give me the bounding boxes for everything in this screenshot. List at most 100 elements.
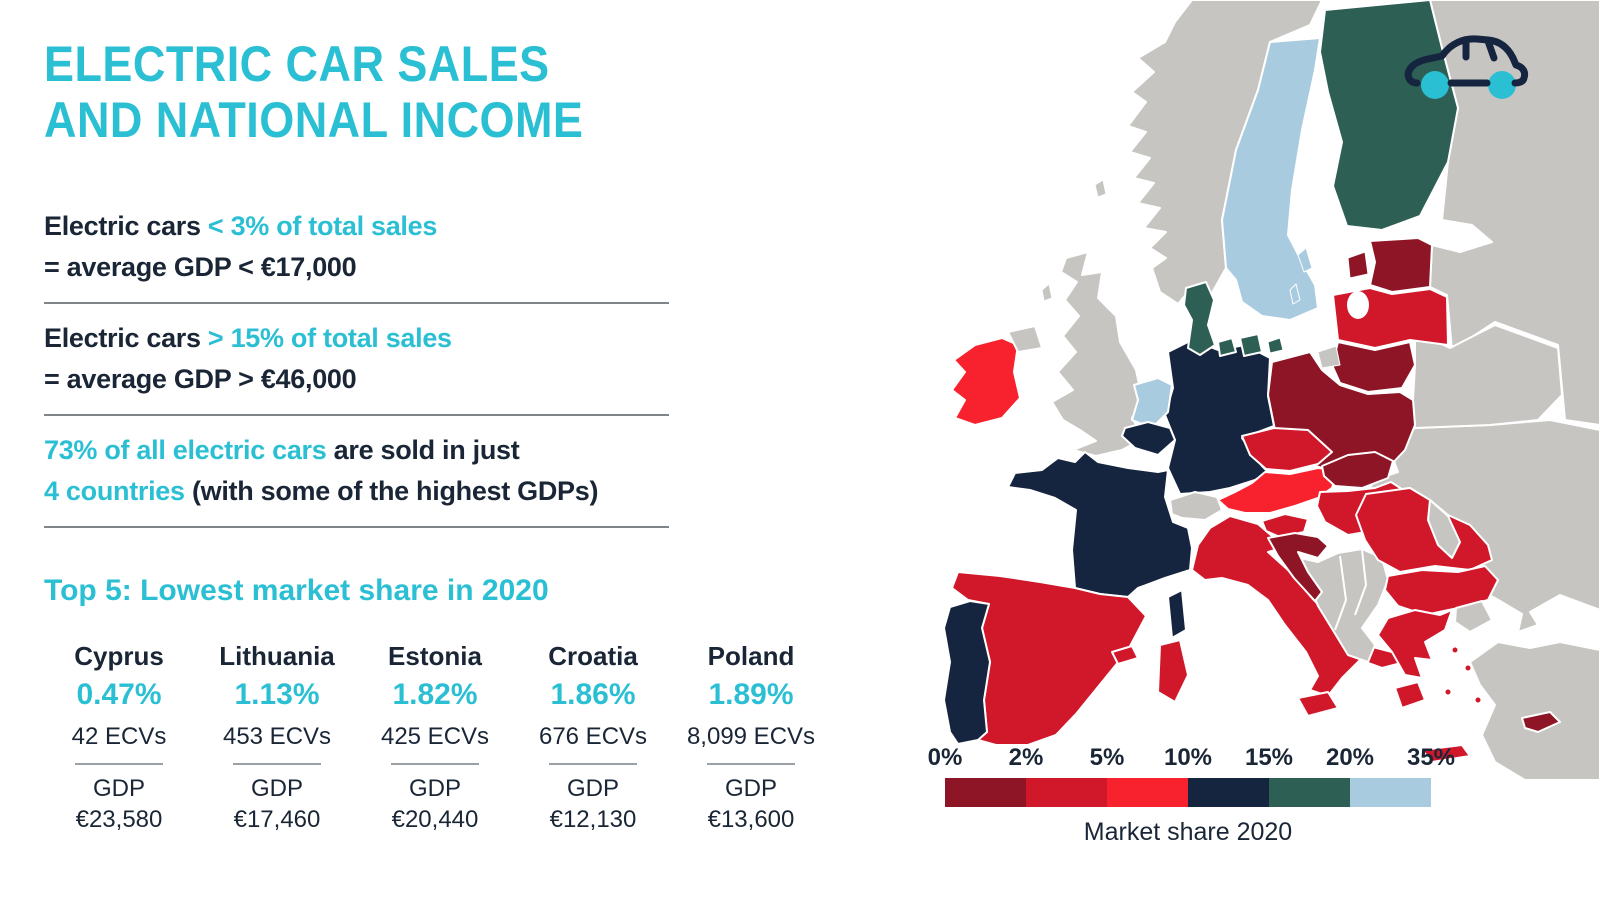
island-crete [1421,744,1471,763]
share-value: 1.86% [550,678,636,711]
column-divider [233,763,321,765]
region-northern-ireland [1007,325,1043,353]
aegean-islands [1444,646,1482,704]
country-czechia [1241,427,1333,472]
top5-table: Cyprus 0.47% 42 ECVs GDP €23,580 Lithuan… [40,638,830,835]
car-body-icon [1404,35,1529,87]
country-portugal [943,600,991,745]
country-label: Cyprus [74,641,164,671]
legend-tick: 10% [1163,744,1213,771]
country-turkey [1469,641,1600,781]
legend-segment-5-10 [1107,778,1188,807]
gdp-label: GDP [92,775,145,802]
region-turkey-europe [1454,600,1493,633]
divider [44,526,669,528]
ecv-count: 8,099 ECVs [686,723,816,750]
country-belarus [1412,324,1563,429]
fact3-highlight1: 73% of all electric cars [44,435,327,465]
page-title-line2: AND NATIONAL INCOME [44,92,584,148]
country-croatia [1267,532,1329,602]
fact3-text1: are sold in just [326,435,520,465]
column-divider [75,763,163,765]
gdp-label: GDP [724,775,777,802]
gdp-value: €20,440 [391,806,479,833]
fact2-text: Electric cars [44,323,208,353]
gdp-label: GDP [408,775,461,802]
fact2-highlight: > 15% of total sales [207,323,452,353]
country-label: Poland [707,641,795,671]
legend-segment-0-2 [945,778,1026,807]
gdp-value: €17,460 [233,806,321,833]
gdp-value: €13,600 [707,806,795,833]
table-column-croatia: Croatia 1.86% 676 ECVs GDP €12,130 [514,638,672,835]
region-kaliningrad [1317,345,1341,369]
country-estonia [1369,237,1433,293]
gdp-value: €23,580 [75,806,163,833]
island-gotland [1289,247,1313,305]
fact3-text2: (with some of the highest GDPs) [184,476,599,506]
gdp-value: €12,130 [549,806,637,833]
ecv-count: 42 ECVs [71,723,167,750]
legend-tick: 15% [1244,744,1294,771]
table-column-lithuania: Lithuania 1.13% 453 ECVs GDP €17,460 [198,638,356,835]
share-value: 1.13% [234,678,320,711]
fact3-highlight2: 4 countries [44,476,185,506]
gdp-label: GDP [566,775,619,802]
page-title: ELECTRIC CAR SALES AND NATIONAL INCOME [44,36,638,148]
legend-tick: 0% [927,744,963,771]
legend-tick: 35% [1406,744,1456,771]
uk-islands [1041,179,1107,302]
column-divider [391,763,479,765]
fact1-text: Electric cars [44,211,208,241]
legend-caption: Market share 2020 [1083,818,1293,846]
legend-tick: 2% [1008,744,1044,771]
country-netherlands [1131,377,1173,429]
island-corsica [1167,589,1187,639]
legend-tick: 5% [1089,744,1125,771]
car-wheel-front-icon [1488,71,1516,99]
ecv-count: 453 ECVs [222,723,332,750]
country-slovakia [1321,451,1394,489]
share-value: 0.47% [76,678,162,711]
car-wheel-rear-icon [1421,71,1449,99]
legend-tick: 20% [1325,744,1375,771]
country-label: Estonia [388,641,482,671]
country-france [1007,451,1193,598]
legend-segment-10-15 [1188,778,1269,807]
country-switzerland [1169,491,1223,521]
gdp-label: GDP [250,775,303,802]
legend-ticks: 0% 2% 5% 10% 15% 20% 35% [928,744,1455,778]
table-column-estonia: Estonia 1.82% 425 ECVs GDP €20,440 [356,638,514,835]
left-panel: ELECTRIC CAR SALES AND NATIONAL INCOME E… [44,36,815,835]
country-uk [1051,251,1145,457]
island-bornholm [1267,337,1284,354]
balkan-internal-borders [1334,549,1367,631]
country-sweden [1221,37,1321,321]
ecv-count: 676 ECVs [538,723,648,750]
country-ireland [951,337,1021,426]
gulf-of-riga [1347,291,1369,319]
divider [44,302,669,304]
country-label: Croatia [548,641,638,671]
country-label: Lithuania [219,641,335,671]
islands-balearic [1111,645,1139,665]
fact2-line2: = average GDP > €46,000 [44,364,357,394]
share-value: 1.89% [708,678,794,711]
share-value: 1.82% [392,678,478,711]
country-slovenia [1261,513,1309,538]
column-divider [549,763,637,765]
islands-estonia [1347,251,1369,279]
page-title-line1: ELECTRIC CAR SALES [44,36,550,92]
country-denmark [1183,281,1263,357]
country-moldova [1427,499,1461,559]
country-bulgaria [1384,565,1499,616]
top5-heading: Top 5: Lowest market share in 2020 [44,574,549,607]
region-peloponnese [1394,681,1426,709]
table-column-cyprus: Cyprus 0.47% 42 ECVs GDP €23,580 [40,638,198,835]
ecv-count: 425 ECVs [380,723,490,750]
country-belgium [1121,421,1176,456]
fact-high-share: Electric cars > 15% of total sales = ave… [44,318,704,400]
table-column-poland: Poland 1.89% 8,099 ECVs GDP €13,600 [672,638,830,835]
fact-73-percent: 73% of all electric cars are sold in jus… [44,430,704,512]
